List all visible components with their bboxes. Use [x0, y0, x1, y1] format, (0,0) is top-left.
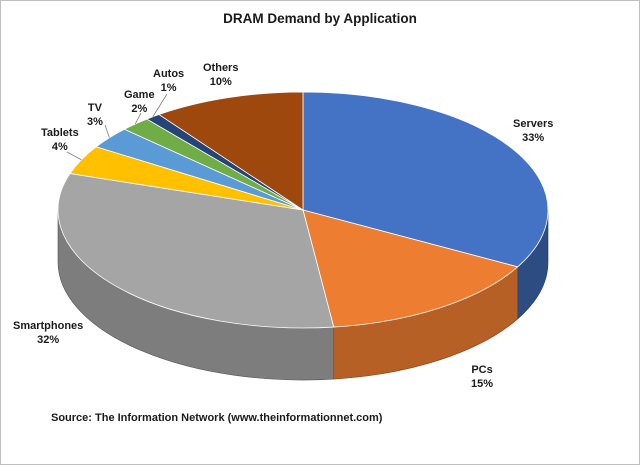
leader-line-tv: [104, 124, 110, 138]
slice-percent-autos: 1%: [160, 82, 177, 94]
slice-name-game: Game: [124, 89, 155, 101]
slice-percent-smartphones: 32%: [37, 334, 60, 346]
slice-pcs: [302, 209, 519, 328]
slice-name-autos: Autos: [153, 68, 185, 80]
slice-percent-game: 2%: [131, 103, 148, 115]
leader-line-autos: [152, 93, 168, 117]
slice-label-pcs: PCs 15%: [471, 363, 493, 391]
slice-percent-tv: 3%: [87, 116, 103, 128]
slice-percent-tablets: 4%: [51, 141, 68, 153]
slice-label-smartphones: Smartphones 32%: [13, 319, 83, 347]
slice-name-servers: Servers: [513, 118, 554, 130]
slice-others: [158, 91, 304, 211]
pie-sides: [57, 209, 549, 381]
slice-name-tablets: Tablets: [41, 127, 79, 139]
slice-name-smartphones: Smartphones: [13, 320, 84, 332]
slice-label-servers: Servers 33%: [513, 117, 553, 145]
slice-percent-others: 10%: [209, 76, 232, 88]
slice-name-pcs: PCs: [471, 364, 493, 376]
chart-title: DRAM Demand by Application: [223, 11, 417, 26]
leader-lines: [66, 93, 168, 161]
slice-percent-servers: 33%: [522, 132, 545, 144]
leader-line-tablets: [66, 151, 82, 161]
slice-servers: [302, 91, 549, 268]
slice-label-game: Game 2%: [124, 88, 155, 116]
slice-percent-pcs: 15%: [471, 378, 494, 390]
source-note: Source: The Information Network (www.the…: [51, 412, 383, 424]
slice-name-others: Others: [203, 62, 239, 74]
slice-label-autos: Autos 1%: [153, 67, 184, 95]
slice-label-tablets: Tablets 4%: [41, 126, 79, 154]
slice-label-tv: TV 3%: [87, 101, 103, 129]
leader-line-game: [134, 112, 142, 125]
slice-smartphones: [57, 173, 335, 329]
slice-label-others: Others 10%: [203, 61, 238, 89]
pie-tops: [57, 91, 549, 329]
slice-name-tv: TV: [87, 102, 102, 114]
